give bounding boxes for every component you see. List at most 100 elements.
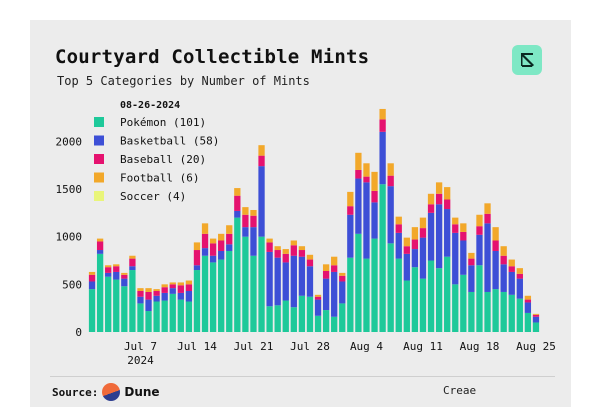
bar-segment-baseball xyxy=(404,246,410,254)
bar-segment-pokmon xyxy=(379,184,385,332)
bar-segment-pokmon xyxy=(339,303,345,332)
bar-segment-basketball xyxy=(379,132,385,184)
bar-segment-baseball xyxy=(355,170,361,179)
bar-segment-pokmon xyxy=(428,261,434,332)
bar-segment-football xyxy=(162,284,168,287)
stacked-bar-chart: 0 500 1000 1500 2000 Jul 7 Jul 14 Jul 21 Jul 28 A… xyxy=(30,20,571,370)
bar-segment-pokmon xyxy=(218,260,224,332)
chart-card: Courtyard Collectible Mints Top 5 Catego… xyxy=(30,20,571,407)
bar-segment-pokmon xyxy=(315,316,321,332)
bar-segment-basketball xyxy=(186,291,192,301)
legend-entry: Basketball (58) xyxy=(120,135,219,148)
bar-segment-baseball xyxy=(283,254,289,263)
bar-segment-baseball xyxy=(210,243,216,255)
bar-segment-basketball xyxy=(404,254,410,281)
bar-segment-basketball xyxy=(121,279,127,287)
bar-segment-football xyxy=(436,182,442,193)
bar-segment-basketball xyxy=(371,202,377,238)
x-tick-label: Aug 4 xyxy=(350,340,383,353)
bar-segment-football xyxy=(121,273,127,275)
bar-segment-basketball xyxy=(428,213,434,261)
bar-segment-baseball xyxy=(509,266,515,272)
bar-segment-basketball xyxy=(234,211,240,218)
legend-swatch xyxy=(94,136,104,146)
bar-segment-basketball xyxy=(129,266,135,270)
bar-segment-football xyxy=(396,217,402,225)
bar-segment-pokmon xyxy=(266,306,272,332)
bar-segment-pokmon xyxy=(89,289,95,332)
bar-segment-baseball xyxy=(250,216,256,227)
bar-segment-pokmon xyxy=(258,237,264,332)
bar-segment-pokmon xyxy=(137,303,143,332)
bar-segment-pokmon xyxy=(420,279,426,332)
bar-segment-football xyxy=(250,210,256,216)
bar-segment-baseball xyxy=(501,256,507,265)
bar-segment-football xyxy=(428,194,434,204)
bar-segment-basketball xyxy=(202,248,208,256)
bar-segment-baseball xyxy=(218,240,224,250)
bar-segment-basketball xyxy=(210,256,216,263)
footer-divider xyxy=(50,376,555,377)
bar-segment-baseball xyxy=(307,260,313,267)
bar-segment-baseball xyxy=(363,177,369,183)
bar-segment-pokmon xyxy=(347,258,353,332)
x-tick-label: Jul 28 xyxy=(290,340,330,353)
bar-segment-football xyxy=(420,218,426,228)
bar-segment-baseball xyxy=(323,271,329,279)
bar-segment-pokmon xyxy=(234,218,240,332)
bar-segment-baseball xyxy=(194,250,200,265)
bar-segment-football xyxy=(404,238,410,247)
bar-segment-basketball xyxy=(250,227,256,256)
bar-segment-pokmon xyxy=(145,311,151,332)
bar-segment-baseball xyxy=(379,119,385,131)
bar-segment-basketball xyxy=(178,293,184,300)
bar-segment-pokmon xyxy=(178,300,184,332)
source-label: Source: xyxy=(52,386,98,399)
x-tick-label: Aug 18 xyxy=(460,340,500,353)
bar-segment-football xyxy=(299,246,305,250)
creator-label: Creae xyxy=(443,384,476,397)
bar-segment-football xyxy=(460,223,466,232)
bar-segment-basketball xyxy=(484,223,490,292)
bar-segment-pokmon xyxy=(194,270,200,332)
bar-segment-baseball xyxy=(291,245,297,255)
bar-segment-baseball xyxy=(97,241,103,250)
bar-segment-football xyxy=(266,239,272,243)
legend-swatch xyxy=(94,117,104,127)
bar-segment-basketball xyxy=(525,302,531,312)
bar-segment-basketball xyxy=(97,250,103,254)
bar-segment-pokmon xyxy=(460,275,466,332)
bar-segment-basketball xyxy=(355,179,361,234)
bar-segment-pokmon xyxy=(412,267,418,332)
bar-segment-baseball xyxy=(484,214,490,224)
bar-segment-football xyxy=(234,188,240,196)
bar-segment-pokmon xyxy=(97,254,103,332)
bar-segment-pokmon xyxy=(444,257,450,332)
bar-segment-pokmon xyxy=(492,289,498,332)
bar-segment-baseball xyxy=(428,204,434,213)
bar-segment-football xyxy=(452,218,458,225)
bar-segment-pokmon xyxy=(323,310,329,332)
bar-segment-basketball xyxy=(315,300,321,316)
bar-segment-pokmon xyxy=(307,297,313,332)
bar-segment-football xyxy=(275,246,281,250)
bar-segment-basketball xyxy=(170,288,176,294)
bar-segment-baseball xyxy=(266,242,272,252)
x-tick-label: Jul 21 xyxy=(234,340,274,353)
bar-segment-football xyxy=(501,246,507,256)
bar-segment-baseball xyxy=(412,240,418,250)
bar-segment-football xyxy=(484,203,490,213)
bar-segment-baseball xyxy=(299,250,305,257)
y-tick-label: 500 xyxy=(62,278,82,291)
bar-segment-baseball xyxy=(226,234,232,244)
x-tick-label: Jul 7 xyxy=(124,340,157,353)
bar-segment-football xyxy=(492,227,498,240)
bar-segment-football xyxy=(97,239,103,242)
bar-segment-pokmon xyxy=(468,292,474,332)
bar-segment-pokmon xyxy=(476,265,482,332)
bar-segment-football xyxy=(194,242,200,250)
legend-entry: Pokémon (101) xyxy=(120,116,206,129)
bar-segment-pokmon xyxy=(355,234,361,332)
bar-segment-basketball xyxy=(145,300,151,311)
bar-segment-basketball xyxy=(476,235,482,266)
